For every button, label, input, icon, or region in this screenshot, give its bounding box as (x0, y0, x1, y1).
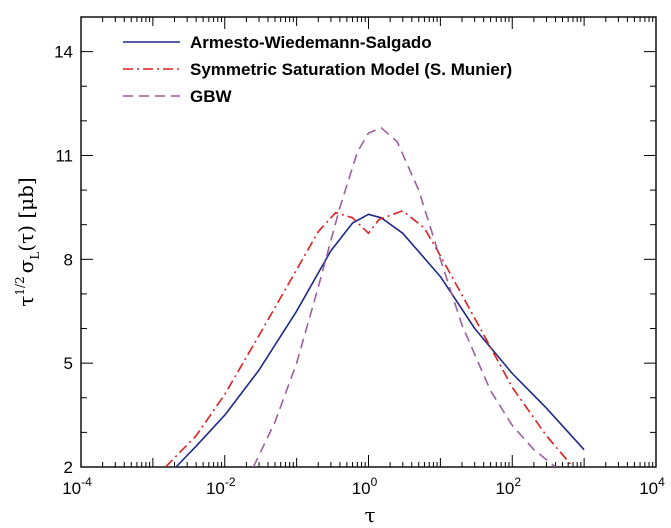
y-axis-title: τ1/2 σL(τ) [μb] (13, 177, 42, 306)
legend-label: Symmetric Saturation Model (S. Munier) (190, 60, 512, 79)
y-axis-title-subscript: L (28, 252, 42, 260)
x-tick-label-mantissa: 10 (352, 479, 371, 498)
x-tick-label-exponent: 2 (514, 475, 521, 489)
legend-label: GBW (190, 87, 233, 106)
x-tick-label: 104 (639, 475, 665, 498)
x-tick-label-mantissa: 10 (495, 479, 514, 498)
x-tick-label-mantissa: 10 (639, 479, 658, 498)
plot-frame (80, 16, 657, 468)
series-group (164, 127, 585, 467)
series-line-2 (252, 127, 557, 467)
series-line-1 (164, 210, 574, 467)
y-axis-title-base: τ (14, 296, 38, 307)
y-axis-title-exponent: 1/2 (13, 276, 27, 295)
y-axis-title-sigma: σ (14, 259, 38, 273)
x-tick-label: 10-4 (62, 475, 92, 498)
x-tick-label-exponent: 4 (658, 475, 665, 489)
x-tick-label-exponent: -4 (81, 475, 92, 489)
series-line-0 (175, 213, 585, 467)
x-tick-label: 100 (352, 475, 378, 498)
x-tick-label: 10-2 (206, 475, 236, 498)
x-tick-label: 102 (495, 475, 521, 498)
x-tick-label-exponent: -2 (225, 475, 236, 489)
y-tick-label: 5 (64, 354, 73, 373)
y-axis-title-tail: (τ) [μb] (14, 177, 38, 251)
y-tick-label: 8 (64, 250, 73, 269)
x-tick-label-mantissa: 10 (62, 479, 81, 498)
x-tick-label-mantissa: 10 (206, 479, 225, 498)
y-tick-label: 11 (55, 146, 73, 165)
y-tick-label: 14 (54, 43, 73, 62)
x-tick-label-exponent: 0 (371, 475, 378, 489)
y-tick-label: 2 (64, 458, 73, 477)
legend-label: Armesto-Wiedemann-Salgado (190, 33, 432, 52)
x-axis-title: τ (364, 503, 375, 527)
legend: Armesto-Wiedemann-Salgado Symmetric Satur… (123, 33, 512, 106)
